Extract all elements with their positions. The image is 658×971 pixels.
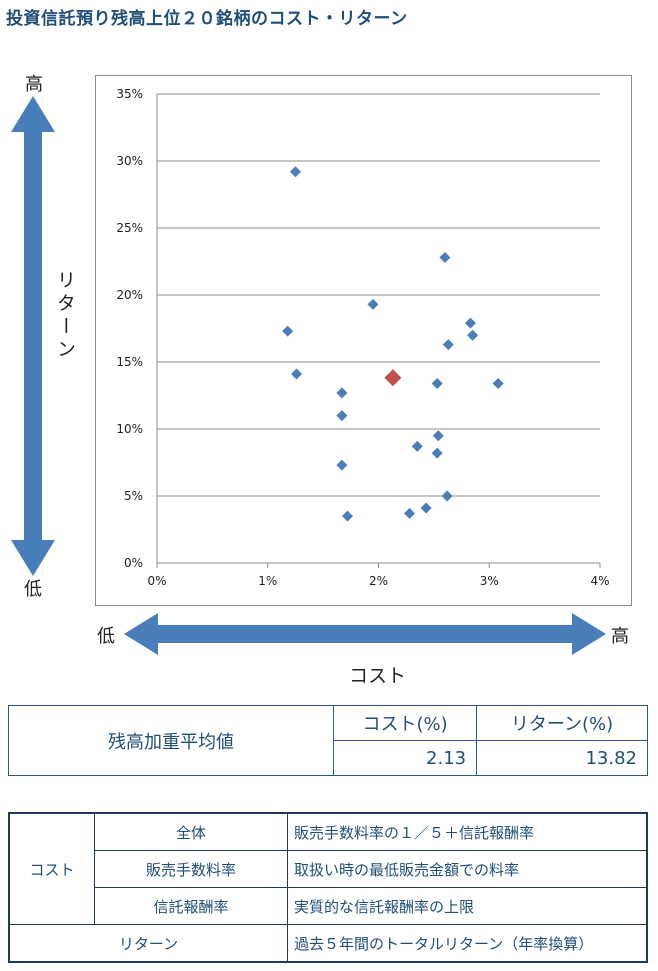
fund-point	[291, 368, 303, 380]
fund-point	[439, 251, 451, 263]
definition-term: 全体	[94, 812, 288, 851]
x-tick-label: 4%	[590, 574, 609, 588]
y-arrow-bottom-label: 低	[24, 579, 42, 600]
cost-header: コスト(%)	[332, 705, 478, 741]
y-tick-label: 30%	[116, 154, 143, 168]
x-tick-label: 1%	[258, 574, 277, 588]
scatter-chart: 0% 5% 10% 15% 20% 25% 30% 35% 0% 1% 2% 3% 4%	[95, 75, 632, 606]
x-tick-label: 0%	[147, 574, 166, 588]
fund-point	[336, 410, 348, 422]
y-tick-label: 0%	[124, 556, 143, 570]
return-axis-arrow	[11, 96, 55, 576]
x-arrow-right-label: 高	[611, 626, 629, 647]
fund-point	[404, 507, 416, 519]
return-axis-label: リターン	[54, 270, 76, 362]
weighted-average-label: 残高加重平均値	[8, 705, 334, 776]
fund-point	[432, 430, 444, 442]
chart-frame	[95, 75, 632, 606]
fund-point	[367, 298, 379, 310]
cost-value: 2.13	[332, 740, 478, 776]
fund-point	[431, 447, 443, 459]
cost-axis-label: コスト	[349, 665, 407, 687]
definition-desc: 販売手数料率の１／５＋信託報酬率	[287, 812, 648, 851]
y-tick-label: 10%	[116, 422, 143, 436]
fund-point	[441, 490, 453, 502]
fund-point	[336, 387, 348, 399]
y-tick-label: 25%	[116, 221, 143, 235]
definitions-table: コスト 全体 販売手数料率の１／５＋信託報酬率 販売手数料率 取扱い時の最低販売…	[8, 812, 648, 963]
y-arrow-top-label: 高	[25, 74, 43, 95]
y-tick-label: 35%	[116, 87, 143, 101]
definition-term: 信託報酬率	[94, 887, 288, 925]
weighted-average-table: 残高加重平均値 コスト(%) リターン(%) 2.13 13.82	[8, 705, 648, 776]
cost-axis-arrow	[124, 613, 606, 655]
definition-desc: 実質的な信託報酬率の上限	[287, 887, 648, 925]
x-tick-label: 3%	[480, 574, 499, 588]
x-tick-label: 2%	[369, 574, 388, 588]
return-value: 13.82	[476, 740, 648, 776]
definition-term: 販売手数料率	[94, 850, 288, 888]
fund-point	[442, 339, 454, 351]
fund-point	[420, 502, 432, 514]
definition-desc: 取扱い時の最低販売金額での料率	[287, 850, 648, 888]
page-title: 投資信託預り残高上位２０銘柄のコスト・リターン	[6, 9, 408, 29]
fund-point	[431, 377, 443, 389]
fund-point	[289, 166, 301, 178]
return-definition: 過去５年間のトータルリターン（年率換算）	[287, 924, 648, 963]
fund-point	[282, 325, 294, 337]
cost-category-label: コスト	[8, 812, 95, 925]
weighted-average-point	[384, 369, 402, 387]
fund-point	[411, 440, 423, 452]
y-tick-label: 5%	[124, 489, 143, 503]
return-header: リターン(%)	[476, 705, 648, 741]
y-tick-label: 15%	[116, 355, 143, 369]
fund-point	[336, 459, 348, 471]
x-arrow-left-label: 低	[97, 626, 115, 647]
y-tick-label: 20%	[116, 288, 143, 302]
fund-point	[492, 377, 504, 389]
fund-point	[467, 329, 479, 341]
fund-point	[464, 317, 476, 329]
return-category-label: リターン	[8, 924, 288, 963]
